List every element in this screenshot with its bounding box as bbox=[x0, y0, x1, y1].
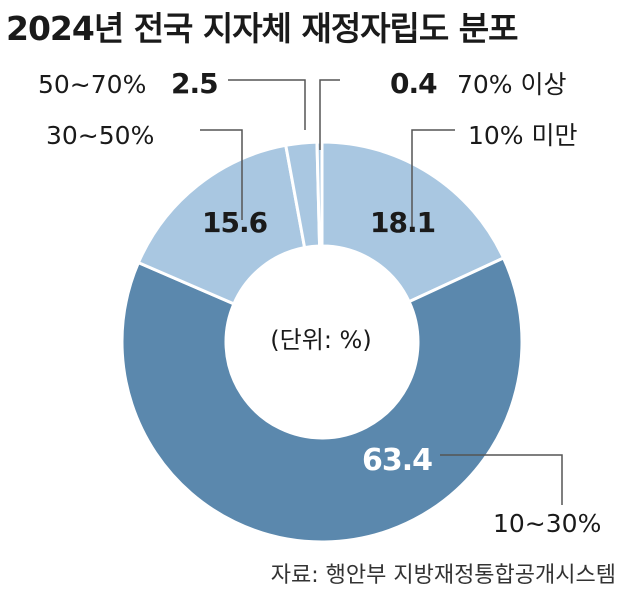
donut-slice-70-over bbox=[315, 140, 324, 248]
value-label-30-50: 15.6 bbox=[202, 206, 267, 239]
donut-slice-10-30 bbox=[120, 255, 524, 544]
leader-line-10-under bbox=[411, 129, 455, 230]
value-label-10-30: 63.4 bbox=[362, 443, 432, 478]
leader-line-30-50 bbox=[200, 129, 243, 220]
value-label-10-under: 18.1 bbox=[370, 206, 435, 239]
category-label-10-under: 10% 미만 bbox=[468, 121, 578, 150]
chart-title: 2024년 전국 지자체 재정자립도 분포 bbox=[6, 9, 518, 48]
unit-note: (단위: %) bbox=[270, 326, 371, 354]
value-label-50-70: 2.5 bbox=[171, 67, 218, 100]
category-label-30-50: 30∼50% bbox=[46, 121, 154, 150]
donut-slice-30-50 bbox=[136, 143, 307, 306]
leader-line-50-70 bbox=[228, 79, 306, 130]
value-label-70-over: 0.4 bbox=[390, 67, 437, 100]
leader-line-70-over bbox=[319, 79, 340, 150]
category-label-50-70: 50∼70% bbox=[38, 70, 146, 99]
leader-line-10-30 bbox=[440, 454, 563, 505]
category-label-10-30: 10∼30% bbox=[493, 509, 601, 538]
category-label-70-over: 70% 이상 bbox=[457, 70, 567, 99]
source-note: 자료: 행안부 지방재정통합공개시스템 bbox=[271, 563, 616, 588]
